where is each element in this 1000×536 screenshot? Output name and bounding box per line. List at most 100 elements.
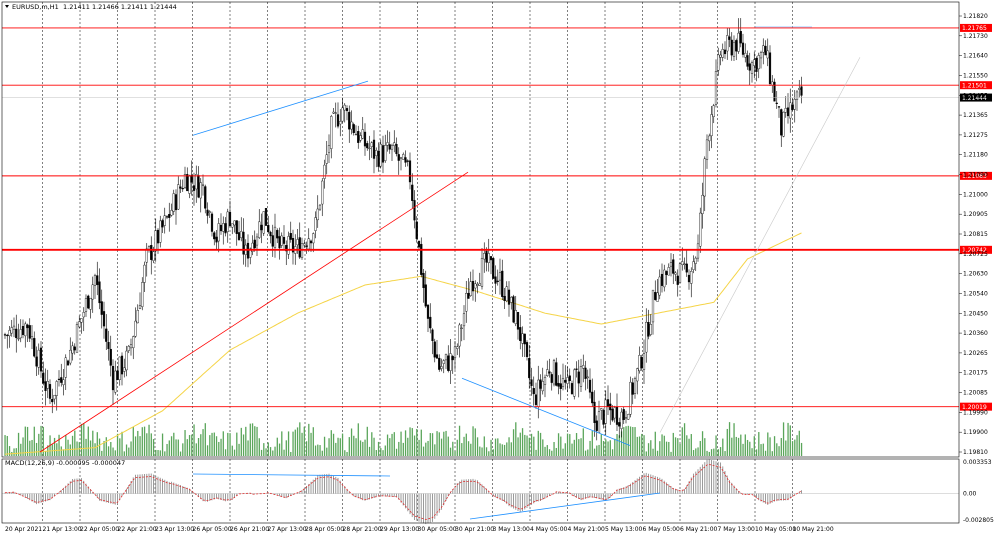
volume-bar — [771, 451, 773, 456]
volume-bar — [690, 434, 692, 456]
volume-bar — [382, 450, 384, 456]
candle-bear — [204, 186, 207, 209]
volume-bar — [202, 429, 204, 456]
candle-bear — [397, 154, 400, 161]
volume-bar — [409, 427, 411, 456]
volume-bar — [499, 443, 501, 456]
candle-bull — [143, 264, 146, 283]
candle-bull — [753, 59, 756, 66]
candle-bull — [442, 360, 445, 364]
volume-bar — [544, 446, 546, 456]
trendlines — [39, 26, 861, 453]
level-tag — [960, 23, 992, 32]
volume-bar — [681, 427, 683, 456]
volume-bar — [618, 435, 620, 456]
candle-bull — [303, 243, 306, 246]
candle-bear — [348, 111, 351, 130]
candle-bull — [30, 336, 34, 340]
candle-bear — [575, 368, 578, 370]
volume-bar — [33, 426, 35, 456]
volume-bar — [141, 427, 143, 456]
candle-bear — [165, 216, 169, 218]
candle-bear — [35, 356, 38, 367]
volume-bar — [168, 440, 170, 456]
volume-bar — [269, 447, 272, 456]
candle-bear — [764, 45, 767, 56]
candle-bull — [312, 233, 315, 244]
candle-bull — [721, 49, 724, 58]
volume-bar — [191, 434, 193, 456]
volume-bar — [443, 431, 445, 456]
volume-bar — [551, 450, 553, 456]
candle-bear — [276, 230, 279, 239]
chevron-down-icon[interactable] — [5, 5, 9, 8]
volume-bar — [170, 436, 173, 456]
candle-bear — [426, 304, 430, 319]
candle-bear — [739, 31, 742, 44]
candle-bull — [62, 379, 65, 386]
volume-bar — [328, 438, 330, 456]
volume-bar — [717, 449, 719, 456]
candle-bear — [687, 274, 691, 283]
volume-bar — [780, 438, 782, 456]
volume-bar — [463, 436, 465, 456]
candle-bear — [471, 280, 475, 292]
candle-bull — [91, 284, 94, 300]
volume-bar — [749, 441, 751, 456]
volume-bar — [267, 442, 269, 456]
volume-bar — [398, 441, 400, 456]
volume-bar — [562, 448, 564, 456]
candle-bull — [127, 346, 130, 351]
candle-bear — [51, 399, 54, 403]
volume-bar — [148, 424, 150, 456]
volume-bar — [285, 440, 287, 456]
candle-bear — [660, 273, 664, 286]
volume-bar — [335, 442, 337, 456]
candle-bull — [469, 281, 472, 296]
candle-bear — [800, 86, 803, 96]
candle-bear — [264, 208, 268, 226]
volume-bar — [112, 447, 114, 456]
volume-bar — [548, 449, 551, 456]
y-tick-label: 1.21550 — [963, 72, 988, 79]
volume-histogram — [4, 422, 803, 456]
volume-bar — [58, 434, 60, 456]
y-tick-label: 1.21090 — [963, 172, 988, 179]
candle-bear — [48, 384, 52, 399]
volume-bar — [53, 437, 56, 456]
volume-bar — [155, 449, 157, 456]
level-tag — [960, 245, 992, 254]
candle-bear — [622, 409, 625, 421]
volume-bar — [35, 442, 38, 456]
candle-bull — [195, 174, 198, 190]
candle-bull — [712, 105, 715, 117]
volume-bar — [494, 438, 497, 456]
candle-bull — [188, 175, 191, 194]
volume-bar — [4, 435, 6, 456]
x-tick-label: 3 May 13:00 — [493, 526, 531, 533]
volume-bar — [317, 444, 319, 456]
candle-bear — [278, 236, 281, 249]
trendline-grey — [659, 57, 861, 433]
candle-bull — [390, 144, 394, 150]
volume-bar — [227, 432, 229, 456]
volume-bar — [346, 451, 348, 456]
candle-bull — [465, 293, 468, 312]
macd-label: MACD(12,26,9) -0.000095 -0.000047 — [5, 459, 125, 467]
candle-bull — [674, 272, 677, 275]
candle-bear — [107, 342, 110, 349]
volume-bar — [647, 443, 650, 456]
candle-bear — [305, 245, 308, 247]
volume-bar — [528, 437, 530, 456]
volume-bar — [143, 426, 146, 456]
candle-bull — [561, 378, 565, 387]
candle-bull — [296, 239, 299, 246]
volume-bar — [110, 441, 112, 456]
candle-bull — [624, 417, 628, 419]
candle-bear — [417, 240, 421, 248]
y-tick-label: 1.19810 — [963, 449, 988, 456]
volume-bar — [692, 450, 695, 456]
volume-bar — [638, 436, 641, 456]
volume-bar — [236, 432, 238, 456]
